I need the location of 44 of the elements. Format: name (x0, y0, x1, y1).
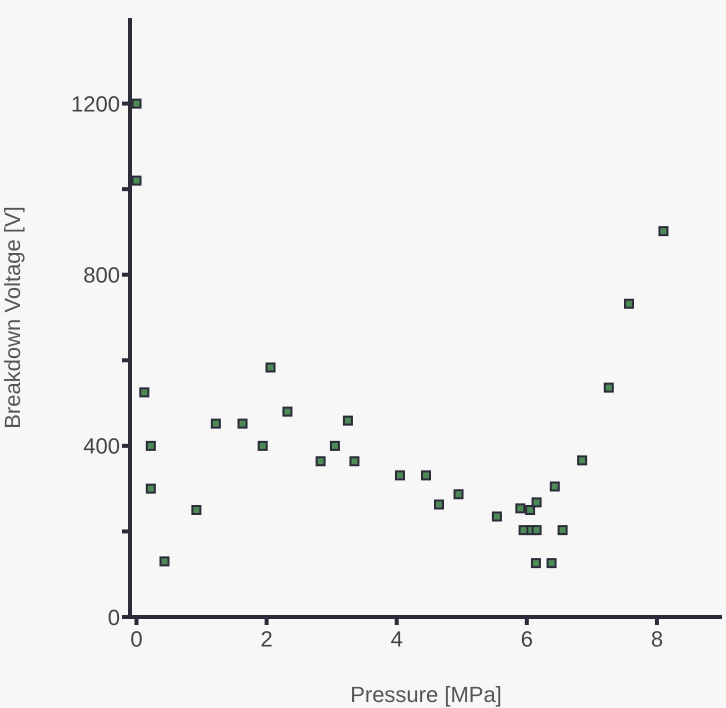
y-tick-label: 400 (83, 434, 120, 459)
point (394, 470, 405, 480)
point (546, 558, 557, 568)
x-tick-label: 8 (650, 626, 664, 652)
point (139, 387, 150, 398)
point (434, 499, 444, 510)
point (421, 470, 431, 480)
point (530, 558, 541, 568)
x-tick-label: 4 (390, 626, 403, 652)
point (349, 456, 360, 466)
point (191, 505, 202, 516)
point (550, 482, 560, 492)
point (342, 416, 353, 426)
point (282, 406, 292, 417)
point (577, 455, 588, 466)
point (132, 176, 142, 186)
point (146, 484, 156, 494)
x-tick-label: 2 (260, 626, 273, 652)
point (266, 362, 276, 373)
y-tick-label: 1200 (71, 91, 120, 116)
point (532, 497, 542, 508)
point (258, 440, 268, 451)
point (558, 525, 568, 536)
point (159, 556, 170, 566)
point (492, 511, 502, 522)
point (238, 418, 248, 429)
point (604, 382, 614, 393)
point (658, 226, 668, 236)
point (624, 298, 634, 309)
x-tick-label: 6 (520, 626, 533, 652)
point (454, 489, 464, 500)
y-tick-label: 800 (83, 262, 120, 288)
point (532, 525, 542, 536)
point (210, 418, 221, 429)
y-tick-label: 0 (108, 604, 120, 630)
point (316, 456, 326, 466)
y-axis-title: Breakdown Voltage [V] (0, 206, 25, 429)
point (132, 98, 142, 109)
point (525, 505, 536, 516)
point (146, 440, 156, 451)
point (515, 503, 526, 514)
x-axis-title: Pressure [MPa] (350, 682, 502, 707)
x-tick-label: 0 (130, 626, 143, 652)
point (330, 440, 340, 451)
